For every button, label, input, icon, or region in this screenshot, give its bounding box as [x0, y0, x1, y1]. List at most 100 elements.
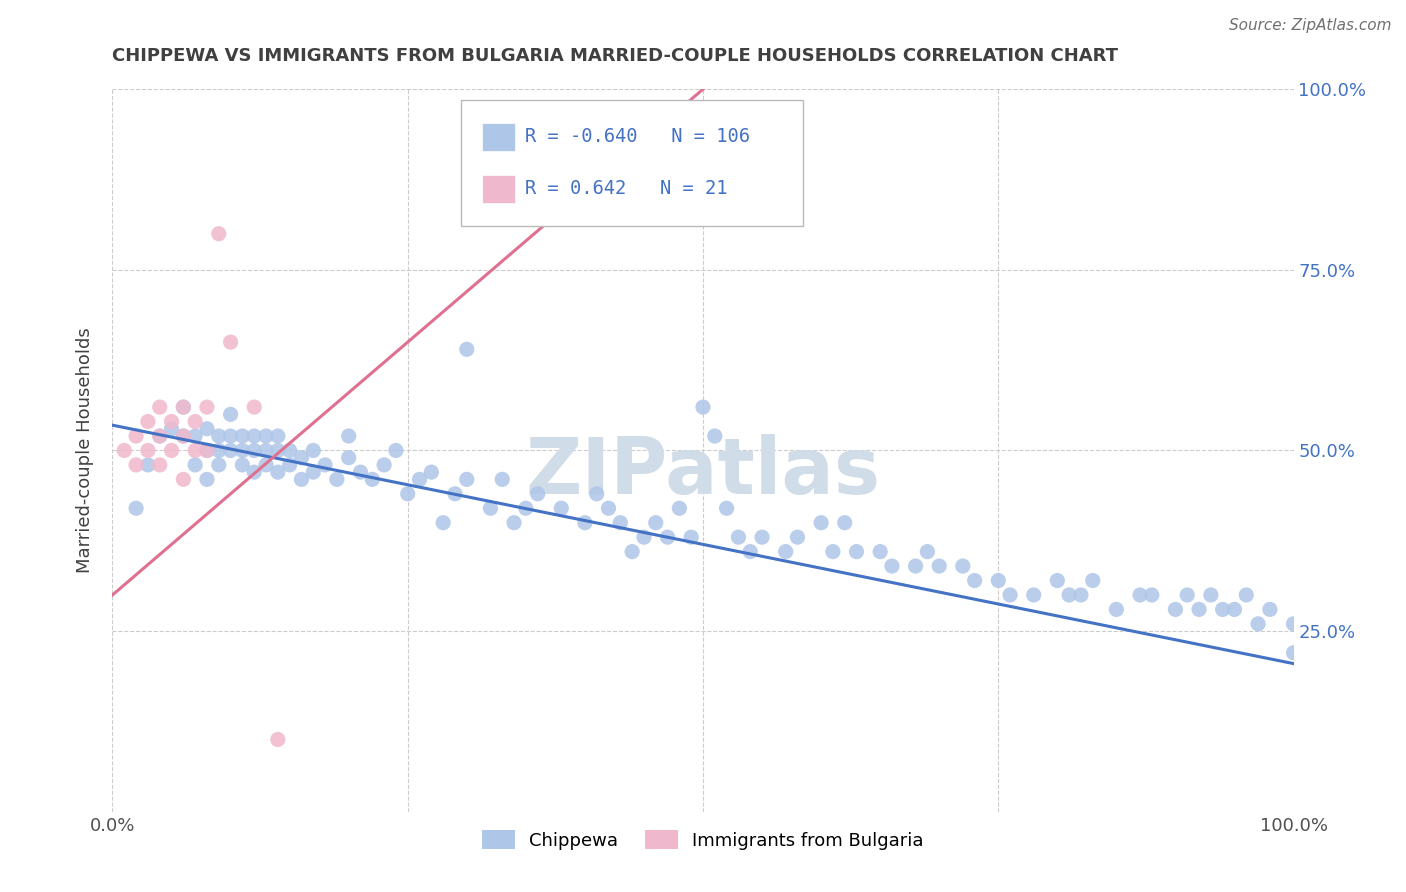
Point — [149, 429, 172, 443]
Point — [208, 429, 231, 443]
Point — [598, 501, 620, 516]
Point — [574, 516, 596, 530]
Point — [385, 443, 408, 458]
Point — [125, 429, 148, 443]
Point — [290, 472, 312, 486]
Point — [136, 458, 159, 472]
Point — [585, 487, 607, 501]
FancyBboxPatch shape — [482, 123, 515, 151]
Point — [149, 400, 172, 414]
Point — [998, 588, 1021, 602]
Point — [1164, 602, 1187, 616]
Text: R = 0.642   N = 21: R = 0.642 N = 21 — [524, 178, 727, 198]
Point — [644, 516, 666, 530]
Text: Source: ZipAtlas.com: Source: ZipAtlas.com — [1229, 18, 1392, 33]
Point — [609, 516, 631, 530]
Point — [208, 443, 231, 458]
Point — [621, 544, 644, 558]
Point — [1199, 588, 1222, 602]
Point — [254, 429, 277, 443]
Point — [195, 472, 218, 486]
Point — [112, 443, 135, 458]
Point — [657, 530, 679, 544]
Point — [160, 422, 183, 436]
Point — [195, 443, 218, 458]
Text: CHIPPEWA VS IMMIGRANTS FROM BULGARIA MARRIED-COUPLE HOUSEHOLDS CORRELATION CHART: CHIPPEWA VS IMMIGRANTS FROM BULGARIA MAR… — [112, 47, 1119, 65]
Point — [337, 429, 360, 443]
Point — [692, 400, 714, 414]
Point — [184, 429, 207, 443]
Point — [491, 472, 513, 486]
Point — [326, 472, 349, 486]
Point — [703, 429, 725, 443]
Point — [314, 458, 336, 472]
Point — [444, 487, 467, 501]
Point — [243, 465, 266, 479]
Point — [337, 450, 360, 465]
Point — [278, 443, 301, 458]
Point — [1282, 616, 1305, 631]
Point — [195, 400, 218, 414]
Point — [267, 465, 290, 479]
Point — [1282, 646, 1305, 660]
Point — [1081, 574, 1104, 588]
Point — [195, 443, 218, 458]
Point — [432, 516, 454, 530]
Point — [775, 544, 797, 558]
Point — [917, 544, 939, 558]
Point — [219, 443, 242, 458]
Point — [845, 544, 868, 558]
Point — [1070, 588, 1092, 602]
Point — [125, 501, 148, 516]
Point — [1105, 602, 1128, 616]
Point — [928, 559, 950, 574]
FancyBboxPatch shape — [482, 175, 515, 202]
Point — [869, 544, 891, 558]
Point — [160, 415, 183, 429]
Point — [172, 400, 194, 414]
Point — [231, 429, 253, 443]
Point — [254, 458, 277, 472]
Point — [1046, 574, 1069, 588]
Point — [267, 443, 290, 458]
Point — [716, 501, 738, 516]
Point — [681, 530, 703, 544]
Point — [751, 530, 773, 544]
Point — [184, 443, 207, 458]
Point — [149, 458, 172, 472]
Point — [904, 559, 927, 574]
Point — [952, 559, 974, 574]
Point — [1258, 602, 1281, 616]
Point — [136, 443, 159, 458]
Point — [786, 530, 808, 544]
Point — [149, 429, 172, 443]
Point — [420, 465, 443, 479]
Point — [172, 472, 194, 486]
Point — [408, 472, 430, 486]
Point — [160, 443, 183, 458]
Point — [1057, 588, 1080, 602]
Point — [243, 443, 266, 458]
Point — [231, 443, 253, 458]
Point — [668, 501, 690, 516]
Text: ZIPatlas: ZIPatlas — [526, 434, 880, 510]
Point — [219, 429, 242, 443]
Point — [267, 429, 290, 443]
Point — [208, 458, 231, 472]
Text: R = -0.640   N = 106: R = -0.640 N = 106 — [524, 127, 749, 145]
Legend: Chippewa, Immigrants from Bulgaria: Chippewa, Immigrants from Bulgaria — [475, 822, 931, 857]
Point — [125, 458, 148, 472]
Point — [1022, 588, 1045, 602]
Point — [810, 516, 832, 530]
Point — [373, 458, 395, 472]
Point — [526, 487, 548, 501]
Point — [1247, 616, 1270, 631]
Point — [184, 458, 207, 472]
Point — [208, 227, 231, 241]
Point — [361, 472, 384, 486]
Point — [136, 415, 159, 429]
Point — [740, 544, 762, 558]
Point — [1223, 602, 1246, 616]
Point — [172, 429, 194, 443]
Point — [172, 400, 194, 414]
